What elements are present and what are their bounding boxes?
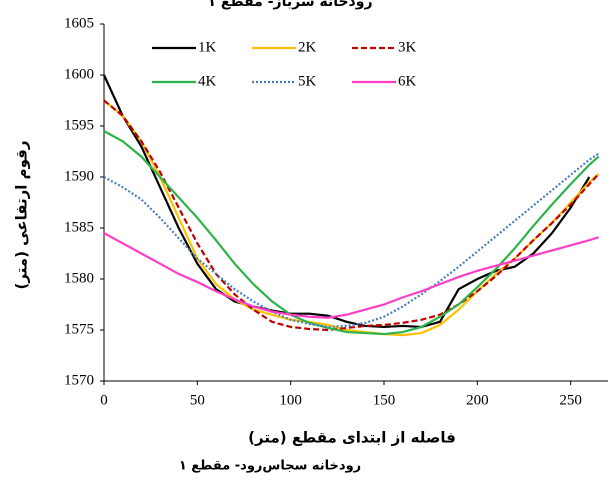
y-tick-label: 1585 xyxy=(64,219,94,235)
y-tick-label: 1570 xyxy=(64,372,94,388)
y-tick-label: 1605 xyxy=(64,15,94,31)
legend-label: 3K xyxy=(398,39,417,55)
series-line xyxy=(103,99,600,332)
y-tick-label: 1595 xyxy=(64,117,94,133)
series-line xyxy=(103,232,600,319)
series-line xyxy=(103,152,600,329)
legend-label: 5K xyxy=(298,73,317,89)
x-tick-label: 200 xyxy=(466,392,489,408)
x-tick-label: 250 xyxy=(559,392,582,408)
legend-label: 1K xyxy=(198,39,217,55)
y-tick-label: 1600 xyxy=(64,66,94,82)
chart-title: رودخانه سرباز- مقطع ۱ xyxy=(207,0,372,10)
legend-label: 4K xyxy=(198,73,217,89)
legend-label: 6K xyxy=(398,73,417,89)
x-axis-label: فاصله از ابتدای مقطع (متر) xyxy=(248,429,456,447)
caption: رودخانه سجاس‌رود- مقطع ۱ xyxy=(179,459,361,474)
x-tick-label: 150 xyxy=(373,392,396,408)
y-tick-label: 1580 xyxy=(64,270,94,286)
y-axis-label: رقوم ارتفاعی (متر) xyxy=(13,140,31,289)
x-tick-label: 0 xyxy=(100,392,108,408)
x-tick-label: 50 xyxy=(190,392,205,408)
series-line xyxy=(103,130,600,336)
y-tick-label: 1590 xyxy=(64,168,94,184)
y-tick-label: 1575 xyxy=(64,321,94,337)
x-tick-label: 100 xyxy=(279,392,302,408)
series-line xyxy=(102,74,591,329)
legend-label: 2K xyxy=(298,39,317,55)
series-line xyxy=(103,99,600,337)
